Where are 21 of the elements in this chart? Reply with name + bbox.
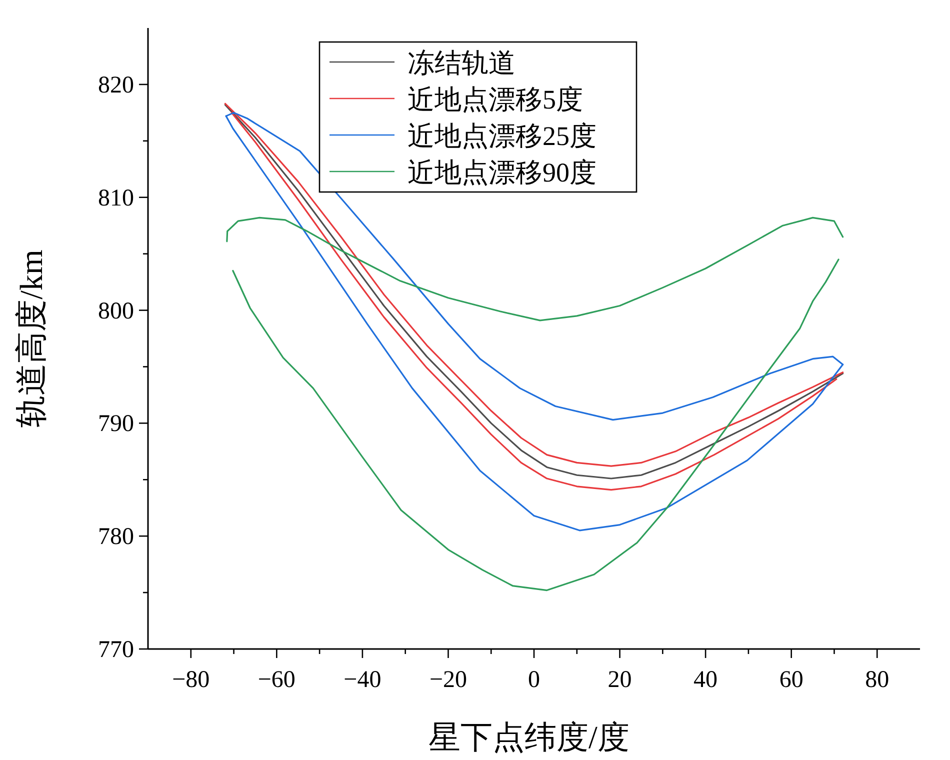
x-tick-label: 40	[694, 667, 718, 693]
x-tick-label: 80	[865, 667, 890, 693]
x-tick-label: 60	[779, 667, 804, 693]
legend-label: 近地点漂移5度	[408, 84, 583, 114]
y-tick-label: 780	[98, 524, 134, 550]
legend-label: 冻结轨道	[408, 48, 516, 78]
legend-label: 近地点漂移25度	[408, 121, 596, 151]
y-tick-label: 820	[98, 72, 134, 98]
x-tick-label: −40	[344, 667, 382, 693]
x-tick-label: 0	[528, 667, 540, 693]
x-tick-label: −20	[429, 667, 467, 693]
y-tick-label: 810	[98, 185, 134, 212]
x-tick-label: 20	[608, 667, 632, 693]
y-tick-label: 790	[98, 411, 134, 438]
y-tick-label: 800	[98, 298, 134, 324]
y-axis-title: 轨道高度/km	[13, 250, 49, 428]
x-tick-label: −80	[172, 667, 210, 693]
x-axis-title: 星下点纬度/度	[428, 719, 630, 755]
y-tick-label: 770	[98, 637, 134, 663]
x-tick-label: −60	[258, 667, 296, 693]
legend-label: 近地点漂移90度	[408, 158, 596, 188]
